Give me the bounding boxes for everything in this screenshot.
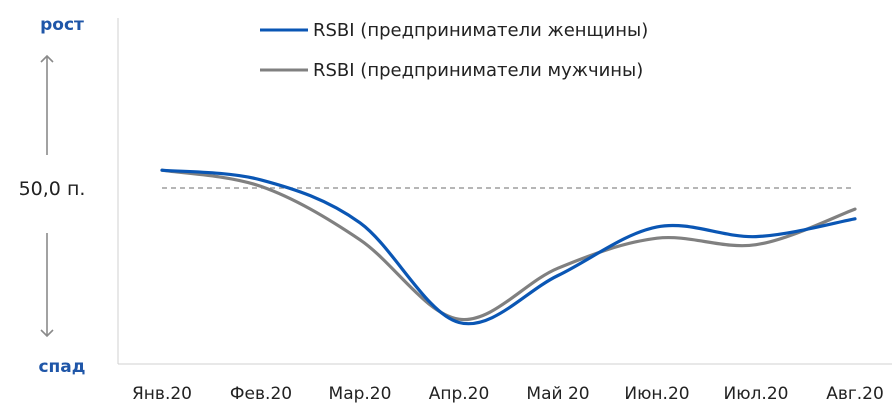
x-tick-label: Июл.20: [724, 384, 789, 404]
x-tick-label: Янв.20: [132, 384, 192, 404]
legend-label-men: RSBI (предприниматели мужчины): [313, 60, 643, 81]
legend-label-women: RSBI (предприниматели женщины): [313, 20, 648, 41]
x-tick-label: Фев.20: [230, 384, 292, 404]
x-tick-label: Мар.20: [329, 384, 392, 404]
series-line-women: [160, 168, 857, 326]
series-line-men: [160, 168, 857, 322]
x-tick-label: Апр.20: [429, 384, 490, 404]
x-tick-label: Май 20: [526, 384, 589, 404]
x-tick-label: Авг.20: [826, 384, 884, 404]
decline-label: спад: [38, 357, 85, 377]
x-tick-label: Июн.20: [624, 384, 689, 404]
reference-line-label: 50,0 п.: [19, 178, 86, 200]
legend: RSBI (предприниматели женщины) RSBI (пре…: [260, 20, 648, 81]
x-axis-ticks: Янв.20 Фев.20 Мар.20 Апр.20 Май 20 Июн.20 Июл.…: [132, 384, 884, 404]
growth-label: рост: [40, 15, 84, 35]
